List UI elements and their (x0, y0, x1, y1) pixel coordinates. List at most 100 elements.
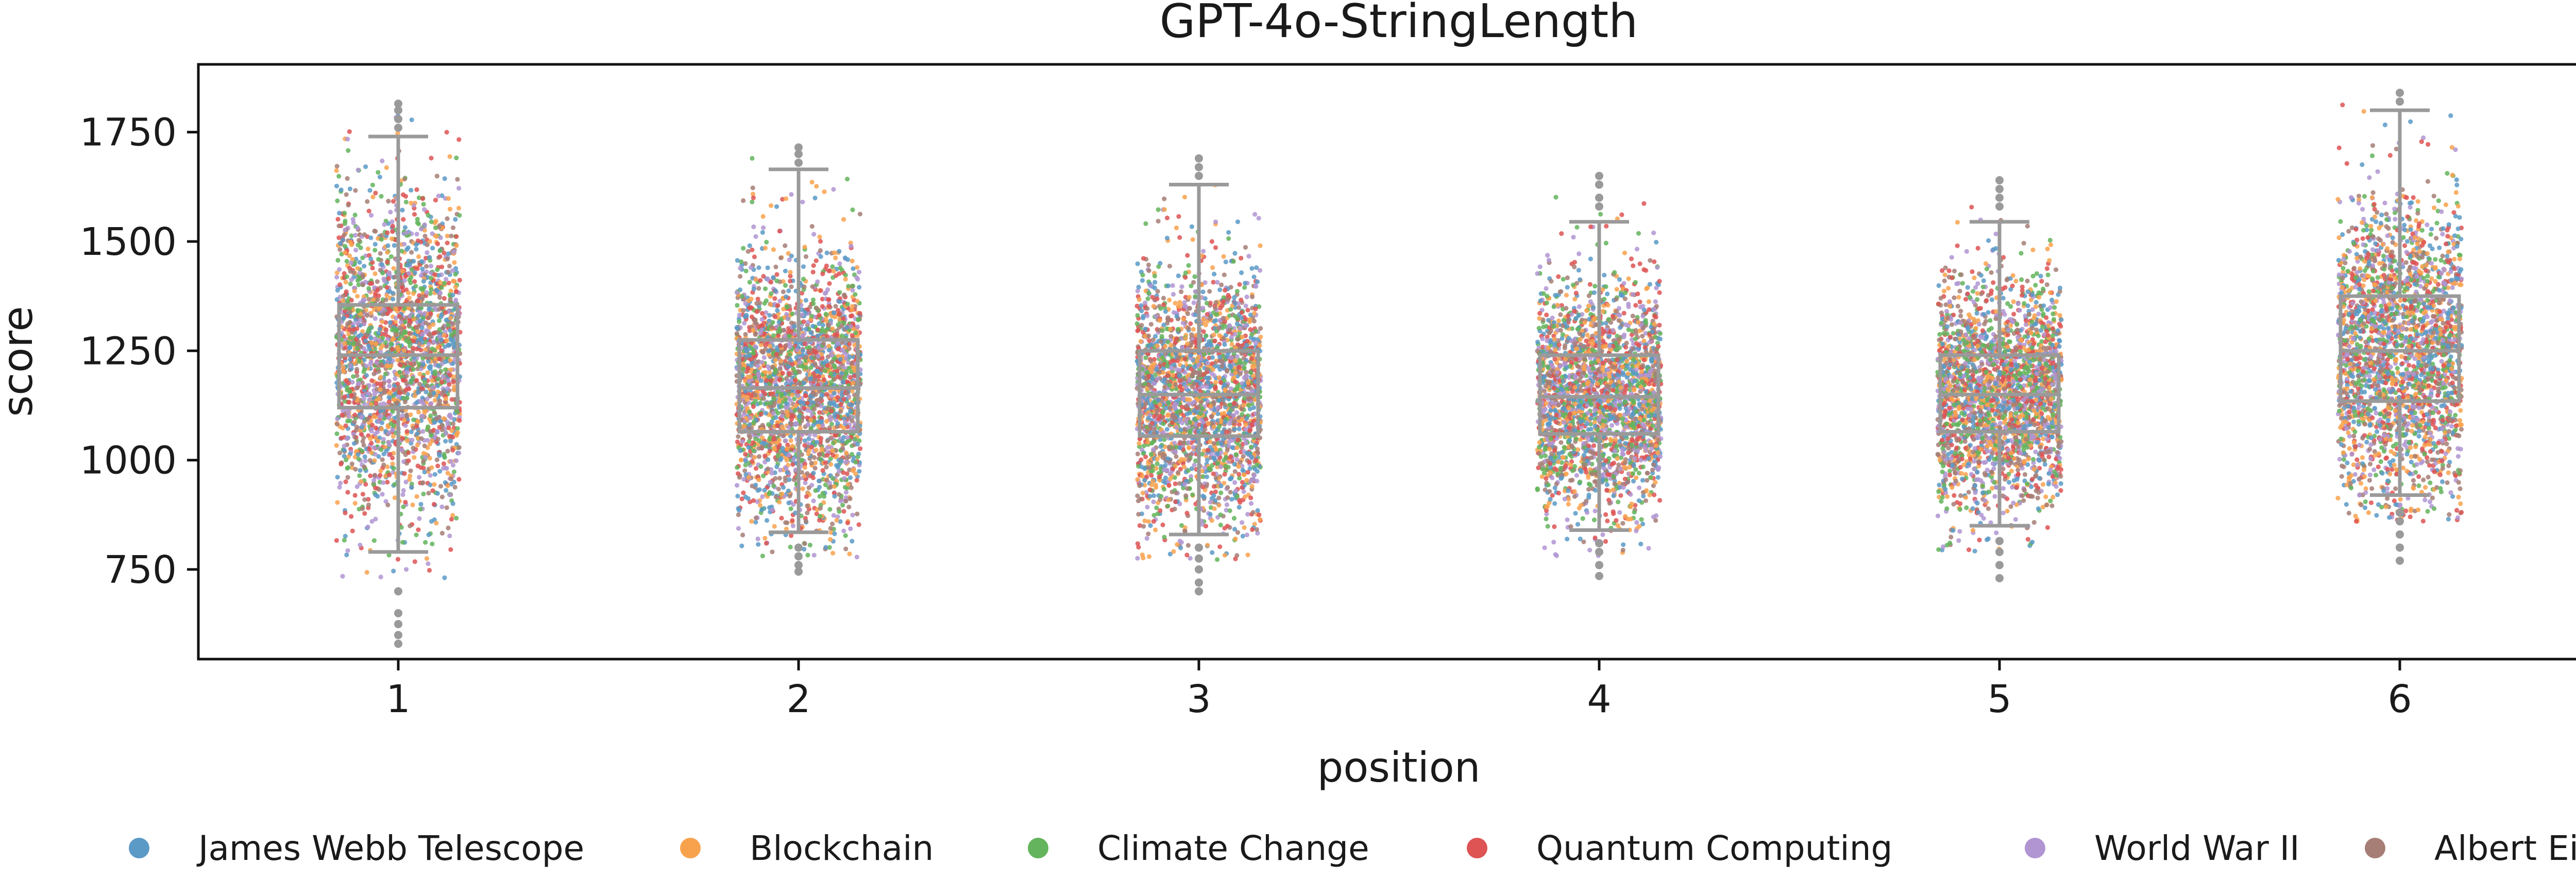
data-point (386, 378, 392, 384)
data-point (347, 389, 352, 394)
data-point (357, 473, 362, 478)
data-point (369, 213, 374, 218)
data-point (775, 410, 781, 416)
data-point (855, 442, 860, 447)
data-point (436, 452, 442, 457)
data-point (818, 452, 823, 457)
data-point (755, 363, 760, 368)
data-point (841, 470, 846, 475)
data-point (801, 380, 806, 386)
data-point (1141, 443, 1147, 448)
data-point (444, 277, 449, 282)
data-point (751, 498, 756, 503)
data-point (365, 329, 371, 334)
data-point (397, 370, 402, 375)
data-point (818, 288, 823, 293)
data-point (363, 481, 368, 487)
data-point (802, 541, 807, 546)
data-point (417, 516, 422, 521)
data-point (760, 494, 765, 499)
data-point (837, 299, 842, 304)
data-point (774, 204, 779, 209)
data-point (1151, 499, 1156, 505)
data-point (376, 487, 382, 492)
data-point (390, 229, 395, 234)
data-point (334, 538, 340, 543)
data-point (442, 455, 447, 460)
data-point (421, 459, 426, 464)
data-point (391, 568, 396, 574)
data-point (391, 297, 396, 302)
data-point (450, 421, 456, 426)
data-point (403, 194, 409, 199)
data-point (361, 321, 367, 327)
data-point (857, 285, 862, 290)
data-point (758, 464, 764, 469)
data-point (451, 479, 456, 485)
data-point (355, 167, 361, 172)
data-point (814, 184, 819, 189)
data-point (422, 347, 428, 353)
data-point (765, 265, 770, 270)
data-point (439, 285, 444, 290)
data-point (370, 265, 375, 271)
data-point (401, 348, 406, 353)
data-point (423, 455, 428, 460)
data-point (368, 336, 374, 341)
data-point (759, 317, 765, 322)
data-point (795, 389, 801, 394)
data-point (395, 357, 400, 363)
data-point (392, 274, 398, 280)
data-point (345, 136, 350, 142)
data-point (390, 347, 395, 352)
data-point (428, 264, 434, 269)
data-point (850, 333, 855, 338)
data-point (382, 222, 387, 227)
data-point (1176, 273, 1181, 279)
data-point (833, 304, 838, 309)
data-point (762, 536, 768, 541)
data-point (826, 323, 831, 328)
data-point (336, 223, 342, 229)
data-point (748, 416, 753, 421)
data-point (805, 422, 810, 427)
data-point (830, 264, 835, 269)
data-point (436, 194, 441, 199)
data-point (814, 306, 819, 311)
data-point (845, 301, 850, 307)
data-point (386, 415, 392, 421)
data-point (441, 461, 447, 467)
data-point (854, 478, 859, 483)
data-point (751, 195, 756, 200)
data-point (445, 216, 450, 221)
data-point (747, 409, 752, 415)
data-point (345, 475, 350, 480)
data-point (850, 288, 855, 293)
data-point (735, 303, 740, 308)
data-point (836, 469, 842, 474)
data-point (411, 346, 416, 351)
data-point (392, 383, 397, 389)
data-point (445, 483, 450, 489)
data-point (373, 516, 378, 522)
data-point (337, 211, 342, 216)
data-point (415, 220, 420, 225)
data-point (447, 492, 452, 497)
data-point (391, 466, 396, 471)
data-point (347, 309, 353, 315)
data-point (736, 526, 741, 531)
data-point (828, 462, 834, 467)
data-point (790, 392, 795, 398)
data-point (444, 338, 449, 343)
data-point (831, 550, 836, 556)
data-point (372, 316, 378, 321)
data-point (443, 359, 448, 365)
data-point (352, 493, 358, 498)
data-point (772, 446, 777, 452)
data-point (760, 230, 765, 235)
data-point (421, 491, 426, 497)
data-point (371, 445, 377, 450)
data-point (409, 429, 414, 435)
data-point (446, 269, 451, 274)
data-point (786, 488, 791, 493)
